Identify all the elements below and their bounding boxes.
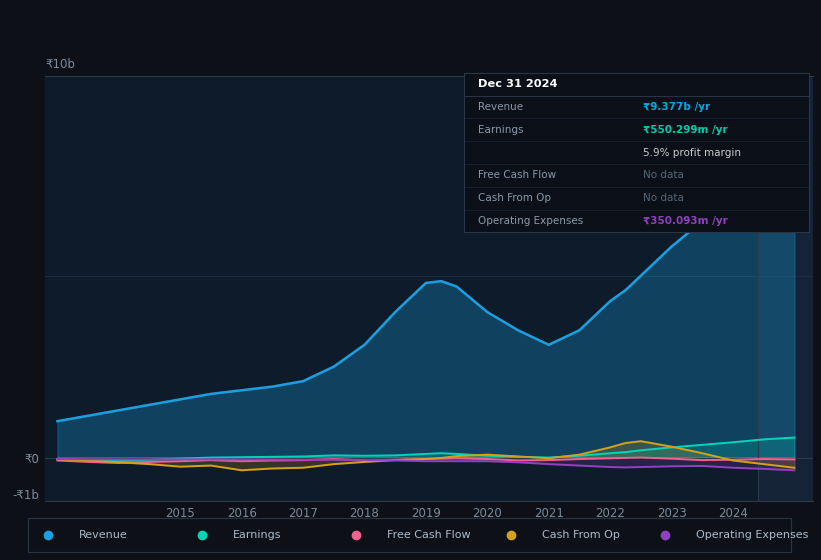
Text: ₹350.093m /yr: ₹350.093m /yr bbox=[643, 216, 728, 226]
Text: ₹9.377b /yr: ₹9.377b /yr bbox=[643, 102, 710, 112]
Text: Operating Expenses: Operating Expenses bbox=[478, 216, 583, 226]
Text: Earnings: Earnings bbox=[478, 125, 523, 135]
Text: Revenue: Revenue bbox=[478, 102, 523, 112]
Text: Free Cash Flow: Free Cash Flow bbox=[388, 530, 471, 540]
Text: Free Cash Flow: Free Cash Flow bbox=[478, 170, 556, 180]
Text: Cash From Op: Cash From Op bbox=[478, 193, 551, 203]
Text: 5.9% profit margin: 5.9% profit margin bbox=[643, 148, 741, 157]
Text: ₹10b: ₹10b bbox=[45, 58, 75, 71]
Text: No data: No data bbox=[643, 193, 684, 203]
Text: Operating Expenses: Operating Expenses bbox=[696, 530, 809, 540]
Bar bbox=[758, 76, 813, 501]
Text: Earnings: Earnings bbox=[233, 530, 282, 540]
Text: Cash From Op: Cash From Op bbox=[542, 530, 620, 540]
Text: ₹550.299m /yr: ₹550.299m /yr bbox=[643, 125, 727, 135]
Text: Dec 31 2024: Dec 31 2024 bbox=[478, 79, 557, 89]
Text: No data: No data bbox=[643, 170, 684, 180]
Text: Revenue: Revenue bbox=[79, 530, 127, 540]
